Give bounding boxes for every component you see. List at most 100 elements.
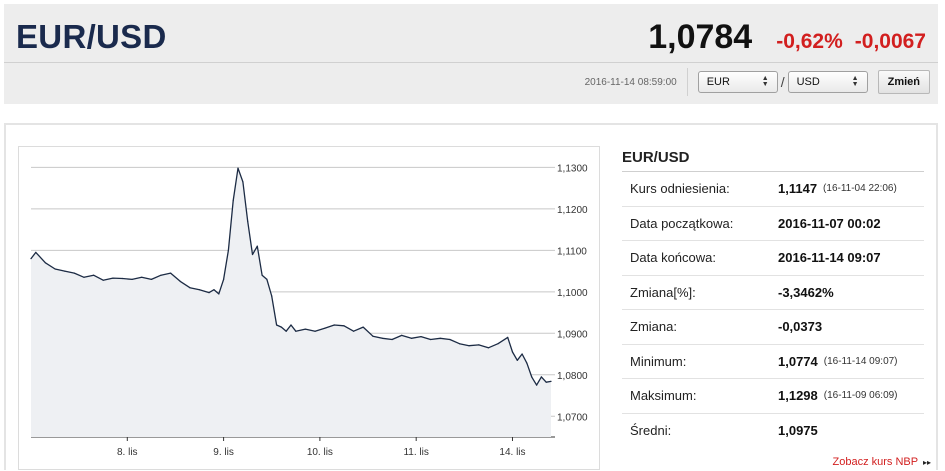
rate-chart[interactable]: 1,0700 1,0800 1,0900 1,1000 1,1100 1,1200 1,13… (18, 146, 600, 470)
data-point (179, 280, 181, 282)
data-point (353, 330, 355, 332)
select-arrows-icon: ▲ ▼ (761, 75, 769, 88)
from-currency-select[interactable]: EUR ▲ ▼ (697, 71, 778, 93)
data-point (545, 381, 547, 383)
data-point (247, 220, 249, 222)
data-point (458, 343, 461, 345)
info-row: Maksimum: 1,1298 (16-11-09 06:09) (622, 379, 924, 414)
info-note: (16-11-14 09:07) (823, 355, 898, 367)
data-point (271, 295, 273, 297)
data-point (44, 262, 46, 264)
data-point (237, 167, 239, 169)
data-point (521, 353, 523, 355)
info-note: (16-11-09 06:09) (823, 390, 898, 402)
data-point (290, 324, 292, 326)
info-row: Kurs odniesienia: 1,1147 (16-11-04 22:06) (622, 172, 924, 207)
data-point (112, 277, 114, 279)
data-point (362, 326, 364, 328)
info-value: 1,0975 (778, 423, 818, 439)
info-row: Zmiana[%]: -3,3462% (622, 276, 924, 310)
data-point (73, 272, 75, 274)
data-point (232, 200, 234, 202)
from-currency-value: EUR (706, 76, 730, 88)
change-absolute: -0,0067 (854, 30, 926, 53)
x-tick-label: 11. lis (403, 447, 428, 458)
y-tick-label: 1,1300 (557, 163, 588, 174)
info-label: Data końcowa: (630, 250, 716, 266)
x-tick-label: 9. lis (213, 447, 234, 458)
data-point (536, 384, 538, 386)
data-point (35, 251, 37, 253)
double-arrow-icon: ▸▸ (922, 458, 931, 467)
info-label: Zmiana: (630, 319, 677, 335)
data-point (516, 359, 518, 361)
data-point (266, 278, 268, 280)
data-point (550, 380, 552, 382)
data-point (276, 324, 278, 326)
data-point (324, 327, 326, 329)
data-point (227, 249, 229, 251)
y-tick-label: 1,1200 (557, 205, 588, 216)
to-currency-select[interactable]: USD ▲ ▼ (787, 71, 868, 93)
data-point (208, 292, 210, 294)
data-point (256, 245, 258, 247)
quote-timestamp: 2016-11-14 08:59:00 (584, 76, 677, 88)
data-point (160, 274, 162, 276)
data-point (410, 337, 412, 339)
data-point (251, 253, 254, 256)
data-point (261, 274, 263, 276)
data-point (391, 338, 393, 341)
data-point (478, 344, 480, 346)
info-label: Kurs odniesienia: (630, 181, 730, 197)
data-point (507, 336, 509, 338)
data-point (497, 343, 499, 345)
data-point (439, 337, 441, 339)
currency-controls: 2016-11-14 08:59:00 EUR ▲ ▼ / USD ▲ ▼ Zmie… (585, 68, 930, 96)
info-value: -0,0373 (778, 319, 823, 335)
data-point (189, 287, 191, 289)
header-divider (4, 62, 938, 63)
data-point (343, 325, 345, 327)
data-point (218, 293, 220, 295)
data-point (93, 274, 95, 276)
info-row: Minimum: 1,0774 (16-11-14 09:07) (622, 345, 924, 379)
data-point (131, 278, 133, 280)
x-tick-label: 10. lis (307, 447, 333, 458)
currency-slash: / (780, 74, 785, 90)
data-point (198, 289, 201, 291)
data-point (102, 279, 104, 281)
data-point (304, 328, 306, 330)
data-point (430, 338, 432, 341)
data-point (420, 336, 422, 338)
data-point (295, 330, 297, 332)
info-row: Data początkowa: 2016-11-07 00:02 (622, 207, 924, 241)
x-tick-label: 8. lis (117, 447, 138, 458)
info-table: EUR/USD Kurs odniesienia: 1,1147 (16-11-04… (622, 146, 924, 448)
info-row: Średni: 1,0975 (622, 414, 924, 449)
nbp-link-label: Zobacz kurs NBP (832, 456, 918, 468)
change-button[interactable]: Zmień (877, 70, 930, 94)
info-value: 1,0774 (778, 353, 818, 369)
data-point (526, 362, 528, 364)
info-value: -3,3462% (778, 284, 834, 300)
pair-title: EUR/USD (16, 18, 167, 55)
controls-divider (686, 68, 688, 96)
info-note: (16-11-04 22:06) (823, 183, 897, 195)
info-rows: Kurs odniesienia: 1,1147 (16-11-04 22:06) D… (622, 172, 924, 448)
data-point (213, 289, 215, 291)
rate-chart-svg: 1,0700 1,0800 1,0900 1,1000 1,1100 1,1200 1,13… (30, 163, 588, 458)
data-point (121, 277, 124, 280)
nbp-rate-link[interactable]: Zobacz kurs NBP ▸▸ (833, 456, 931, 468)
info-title: EUR/USD (622, 146, 924, 172)
x-tick-label: 14. lis (499, 447, 525, 458)
y-tick-label: 1,1000 (557, 288, 588, 299)
quote-header: EUR/USD 1,0784 -0,62% -0,0067 2016-11-14… (4, 4, 938, 104)
data-point (280, 326, 282, 328)
info-row: Data końcowa: 2016-11-14 09:07 (622, 241, 924, 276)
data-point (150, 278, 152, 280)
select-arrows-icon: ▲ ▼ (851, 75, 859, 88)
chart-panel (4, 123, 938, 470)
info-value: 1,1298 (778, 388, 818, 404)
y-tick-label: 1,0900 (557, 329, 588, 340)
data-point (223, 278, 225, 280)
